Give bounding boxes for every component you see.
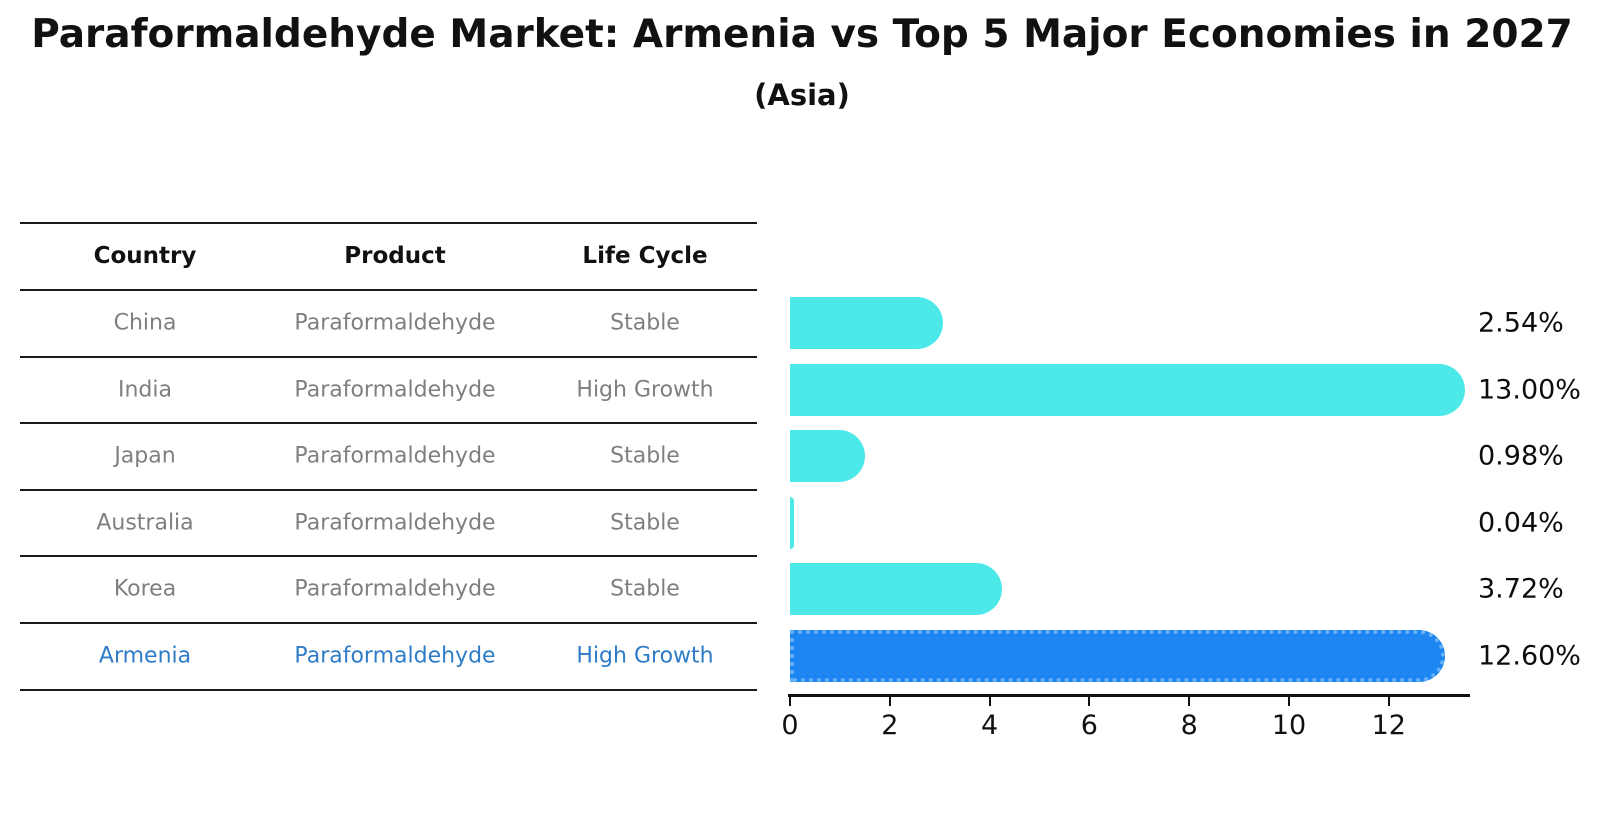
bar-china [790,297,943,349]
cell-life-cycle: High Growth [576,377,714,403]
table-rule [20,422,757,424]
bar-korea [790,563,1002,615]
cell-life-cycle: Stable [610,510,680,536]
cell-country: Japan [114,443,176,469]
cell-country: India [118,377,172,403]
table-rule [20,489,757,491]
value-label-india: 13.00% [1478,374,1581,406]
column-header-country: Country [93,243,197,269]
value-label-china: 2.54% [1478,307,1564,339]
x-axis-tick [988,697,991,706]
x-axis-tick-label: 0 [781,710,799,741]
cell-life-cycle: Stable [610,443,680,469]
cell-product: Paraformaldehyde [294,443,496,469]
bar-australia [790,497,794,549]
table-rule [20,356,757,358]
table-rule [20,555,757,557]
cell-country: Australia [96,510,194,536]
cell-product: Paraformaldehyde [294,377,496,403]
cell-country: Korea [113,576,177,602]
x-axis-tick-label: 6 [1080,710,1098,741]
cell-product: Paraformaldehyde [294,510,496,536]
table-rule [20,622,757,624]
table-rule-header [20,289,757,291]
chart-title: Paraformaldehyde Market: Armenia vs Top … [31,12,1573,57]
x-axis-tick [1288,697,1290,706]
x-axis-tick-label: 10 [1271,710,1307,741]
x-axis-tick [1188,697,1191,706]
cell-life-cycle: Stable [610,310,680,336]
chart-subtitle: (Asia) [754,78,850,112]
value-label-armenia: 12.60% [1478,640,1581,672]
x-axis-tick-label: 12 [1371,710,1406,741]
cell-life-cycle: High Growth [576,643,714,669]
bar-armenia [790,630,1445,682]
x-axis-tick-label: 4 [981,710,999,741]
cell-product: Paraformaldehyde [294,576,496,602]
x-axis-tick [1088,697,1091,706]
column-header-life-cycle: Life Cycle [582,243,708,269]
bar-japan [790,430,865,482]
bar-india [790,364,1465,416]
x-axis-tick [888,697,891,706]
table-rule-top [20,222,757,224]
cell-country: Armenia [98,643,192,669]
cell-product: Paraformaldehyde [294,643,496,669]
value-label-australia: 0.04% [1478,507,1564,539]
column-header-product: Product [344,243,446,269]
cell-product: Paraformaldehyde [294,310,496,336]
x-axis-line [788,694,1470,697]
x-axis-tick [789,697,791,706]
x-axis-tick-label: 8 [1180,710,1198,741]
cell-country: China [113,310,177,336]
value-label-korea: 3.72% [1478,573,1564,605]
cell-life-cycle: Stable [610,576,680,602]
x-axis-tick-label: 2 [881,710,899,741]
value-label-japan: 0.98% [1478,440,1564,472]
x-axis-tick [1387,697,1390,706]
table-rule-bottom [20,689,757,691]
